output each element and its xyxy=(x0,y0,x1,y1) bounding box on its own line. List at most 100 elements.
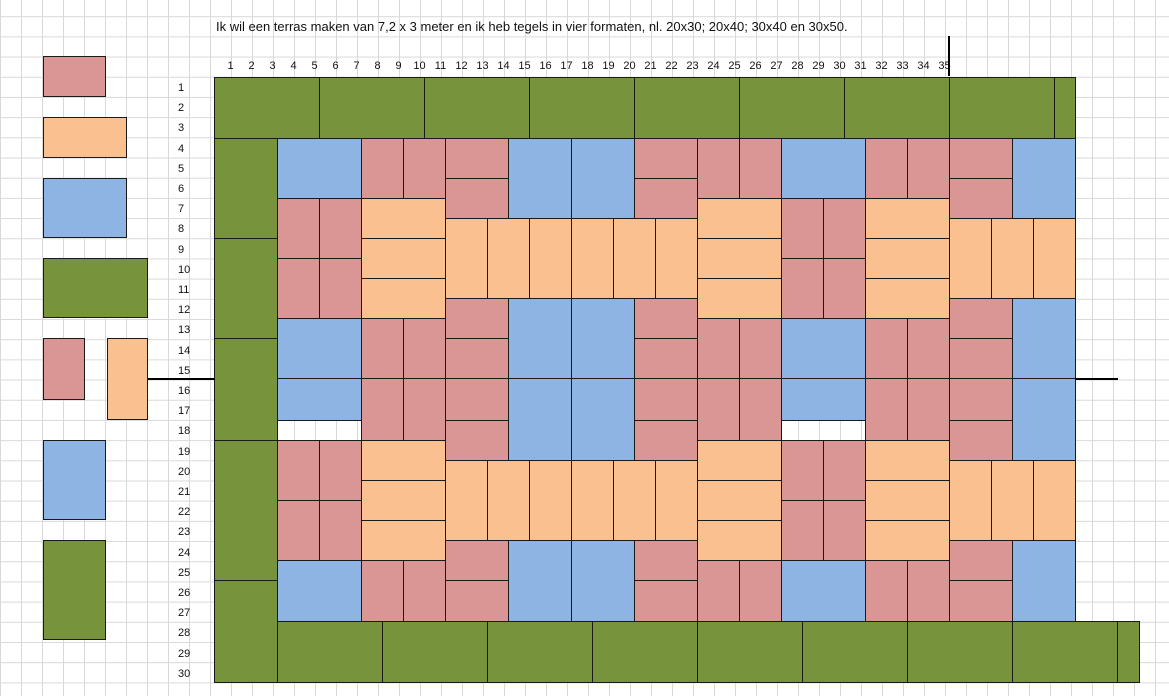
tile-pink xyxy=(403,378,446,441)
column-header: 16 xyxy=(539,60,552,72)
tile-orange xyxy=(1033,460,1076,541)
row-header: 29 xyxy=(178,647,191,660)
tile-pink xyxy=(634,580,698,622)
tile-orange xyxy=(487,460,530,541)
column-header: 25 xyxy=(728,60,741,72)
column-header: 3 xyxy=(269,60,276,72)
column-header: 9 xyxy=(395,60,402,72)
tile-orange xyxy=(613,460,656,541)
tile-orange xyxy=(445,218,488,299)
tile-pink xyxy=(445,138,509,179)
column-header: 28 xyxy=(791,60,804,72)
tile-pink xyxy=(865,318,908,379)
tile-orange xyxy=(613,218,656,299)
row-header: 14 xyxy=(178,344,191,357)
tile-blue xyxy=(1012,540,1076,622)
row-header: 20 xyxy=(178,465,191,478)
row-header: 7 xyxy=(178,203,185,216)
tile-orange xyxy=(697,278,782,319)
tile-pink xyxy=(823,500,866,561)
row-header: 15 xyxy=(178,364,191,377)
tile-pink xyxy=(361,560,404,622)
tile-orange xyxy=(697,238,782,279)
tile-orange xyxy=(697,440,782,481)
legend-swatch-20by30 xyxy=(43,56,106,97)
tile-pink xyxy=(949,178,1013,219)
tile-pink xyxy=(634,540,698,581)
row-header: 3 xyxy=(178,122,185,135)
tile-pink xyxy=(277,258,320,319)
tile-blue xyxy=(781,138,866,199)
tile-blue xyxy=(277,560,362,622)
row-header: 23 xyxy=(178,526,191,539)
column-header: 1 xyxy=(227,60,234,72)
tile-pink xyxy=(277,198,320,259)
tile-pink xyxy=(865,378,908,441)
tile-pink xyxy=(361,138,404,199)
tile-green xyxy=(1012,621,1118,683)
tile-pink xyxy=(949,378,1013,421)
tile-blue xyxy=(781,378,866,421)
column-header: 33 xyxy=(896,60,909,72)
tile-orange xyxy=(361,440,446,481)
tile-pink xyxy=(319,258,362,319)
legend-swatch-30by40 xyxy=(43,440,106,520)
tile-orange xyxy=(697,520,782,561)
row-header: 26 xyxy=(178,587,191,599)
row-header: 5 xyxy=(178,162,185,175)
tile-blue xyxy=(508,138,572,219)
row-header: 2 xyxy=(178,102,185,115)
column-header: 6 xyxy=(332,60,339,72)
tile-pink xyxy=(403,318,446,379)
legend-swatch-30by40 xyxy=(43,178,127,238)
tile-orange xyxy=(361,520,446,561)
tile-pink xyxy=(634,338,698,379)
tile-orange xyxy=(487,218,530,299)
column-header: 2 xyxy=(248,60,255,72)
tile-green xyxy=(214,580,278,683)
row-header: 24 xyxy=(178,546,191,559)
tile-orange xyxy=(571,218,614,299)
tile-pink xyxy=(781,198,824,259)
tile-blue xyxy=(277,138,362,199)
column-header: 26 xyxy=(749,60,762,72)
row-header: 11 xyxy=(178,284,190,296)
tile-pink xyxy=(634,178,698,219)
tile-orange xyxy=(991,218,1034,299)
row-header: 6 xyxy=(178,183,185,195)
legend-swatch-20by40 xyxy=(43,117,127,158)
tile-pink xyxy=(949,338,1013,379)
tile-pink xyxy=(823,258,866,319)
row-header: 9 xyxy=(178,243,185,256)
column-header: 19 xyxy=(602,60,615,72)
tile-blue xyxy=(781,318,866,379)
tile-orange xyxy=(865,480,950,521)
tile-pink xyxy=(739,318,782,379)
tile-pink xyxy=(445,540,509,581)
row-header: 30 xyxy=(178,667,191,680)
tile-pink xyxy=(445,580,509,622)
tile-green xyxy=(697,621,803,683)
tile-blue xyxy=(508,378,572,461)
tile-blue xyxy=(277,378,362,421)
tile-green xyxy=(382,621,488,683)
tile-pink xyxy=(697,138,740,199)
tile-pink xyxy=(277,440,320,501)
column-header: 8 xyxy=(374,60,381,72)
tile-green xyxy=(844,77,950,139)
tile-orange xyxy=(529,218,572,299)
row-header: 27 xyxy=(178,607,191,620)
right-marker-line xyxy=(1075,378,1118,380)
legend-swatch-30by50 xyxy=(43,258,148,318)
tile-pink xyxy=(445,378,509,421)
title-text: Ik wil een terras maken van 7,2 x 3 mete… xyxy=(216,19,848,34)
tile-orange xyxy=(1033,218,1076,299)
tile-green xyxy=(214,238,278,339)
tile-pink xyxy=(781,440,824,501)
column-header: 21 xyxy=(644,60,657,72)
row-header: 16 xyxy=(178,385,191,397)
tile-pink xyxy=(907,318,950,379)
tile-green xyxy=(1117,621,1140,683)
tile-pink xyxy=(634,298,698,339)
